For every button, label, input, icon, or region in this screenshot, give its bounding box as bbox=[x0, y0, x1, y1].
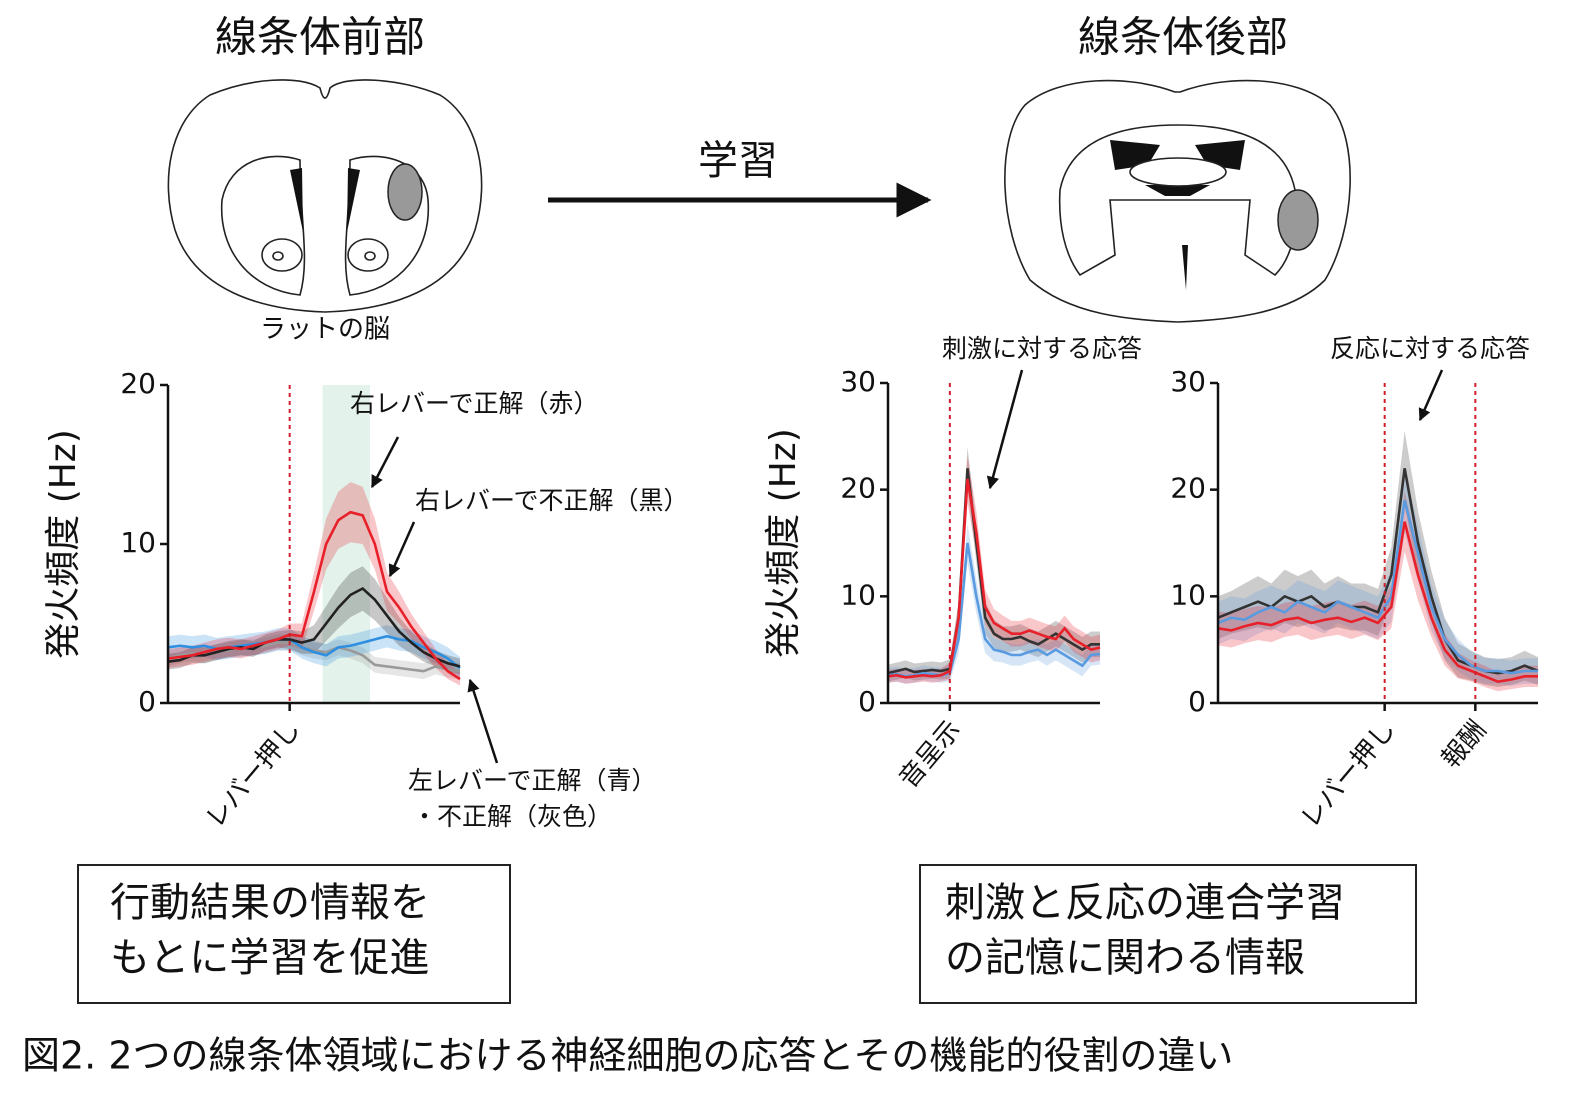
summary-text: 行動結果の情報を bbox=[110, 880, 430, 926]
y-tick-label: 20 bbox=[1170, 472, 1206, 505]
series-line bbox=[167, 510, 461, 681]
error-band bbox=[888, 523, 1100, 684]
annotation-arrow bbox=[467, 678, 499, 764]
error-band bbox=[1218, 431, 1538, 687]
y-tick-label: 0 bbox=[858, 685, 876, 718]
y-tick-label: 30 bbox=[1170, 365, 1206, 398]
series-line bbox=[167, 586, 461, 668]
y-tick-label: 10 bbox=[120, 526, 156, 559]
y-tick-label: 20 bbox=[120, 367, 156, 400]
y-tick-label: 30 bbox=[840, 365, 876, 398]
series-line bbox=[887, 468, 1100, 675]
error-band bbox=[888, 455, 1100, 684]
annotation: 右レバーで不正解（黒） bbox=[415, 486, 689, 515]
event-label: 報酬 bbox=[1436, 715, 1492, 774]
series-line bbox=[887, 542, 1101, 678]
event-label: 音呈示 bbox=[894, 715, 967, 794]
annotation: 右レバーで正解（赤） bbox=[350, 389, 599, 418]
annotation: 左レバーで正解（青） bbox=[408, 766, 657, 795]
y-tick-label: 10 bbox=[1170, 578, 1206, 611]
y-tick-label: 0 bbox=[1188, 685, 1206, 718]
brain-anterior bbox=[167, 79, 483, 313]
annotation-arrow bbox=[1418, 369, 1444, 422]
summary-box bbox=[919, 864, 1417, 1004]
error-band bbox=[168, 481, 460, 686]
y-axis-label: 発火頻度 (Hz) bbox=[763, 428, 804, 658]
annotation-arrow bbox=[388, 521, 416, 578]
error-band bbox=[1218, 468, 1538, 686]
annotation: 刺激に対する応答 bbox=[942, 334, 1142, 363]
brain-posterior bbox=[1004, 79, 1351, 323]
annotation: 反応に対する応答 bbox=[1330, 334, 1530, 363]
brain-label: ラットの脳 bbox=[260, 315, 390, 345]
region-title: 線条体後部 bbox=[1078, 13, 1288, 62]
series-line bbox=[1217, 500, 1538, 675]
summary-text: の記憶に関わる情報 bbox=[945, 935, 1305, 981]
summary-box bbox=[77, 864, 511, 1004]
y-tick-label: 0 bbox=[138, 685, 156, 718]
caption: 図2. 2つの線条体領域における神経細胞の応答とその機能的役割の違い bbox=[22, 1034, 1233, 1078]
region-title: 線条体前部 bbox=[215, 13, 425, 62]
summary-text: 刺激と反応の連合学習 bbox=[945, 880, 1345, 926]
series-line bbox=[1217, 468, 1539, 675]
event-label: レバー押し bbox=[200, 715, 307, 834]
y-tick-label: 10 bbox=[840, 578, 876, 611]
summary-text: もとに学習を促進 bbox=[110, 935, 429, 981]
series-line bbox=[1217, 521, 1538, 684]
y-tick-label: 20 bbox=[840, 472, 876, 505]
annotation-arrow bbox=[370, 436, 400, 489]
annotation: ・不正解（灰色） bbox=[412, 802, 612, 831]
y-axis-label: 発火頻度 (Hz) bbox=[43, 429, 84, 659]
annotation-arrow bbox=[986, 369, 1024, 490]
arrow-label: 学習 bbox=[698, 138, 778, 184]
series-line bbox=[887, 478, 1101, 679]
event-label: レバー押し bbox=[1295, 715, 1402, 834]
